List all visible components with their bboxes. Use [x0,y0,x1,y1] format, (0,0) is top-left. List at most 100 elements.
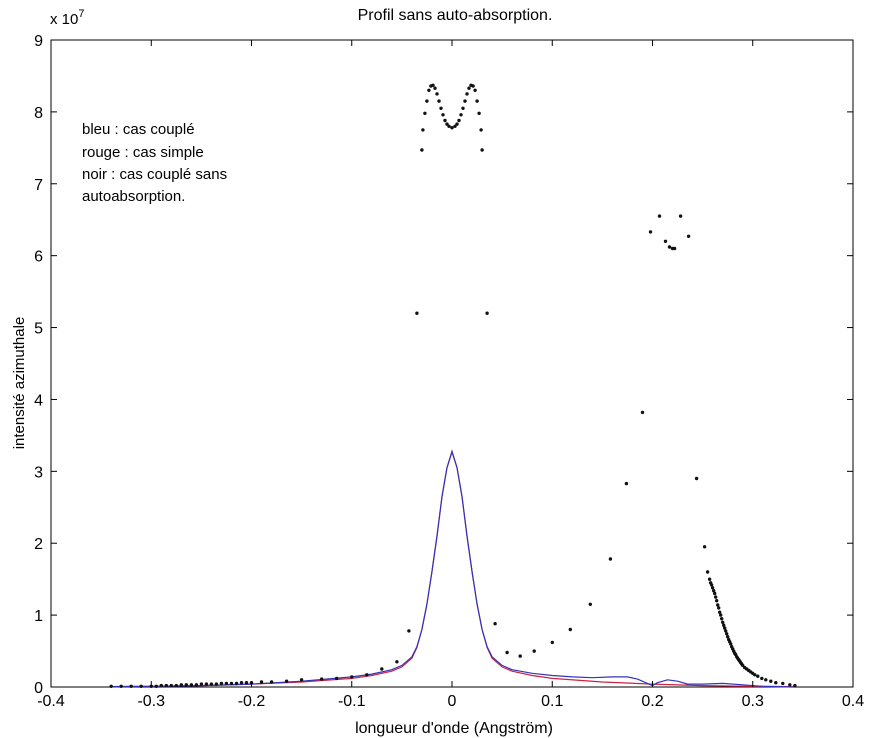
data-point [421,128,425,132]
chart-title: Profil sans auto-absorption. [358,7,553,24]
data-point [715,599,719,603]
data-point [174,683,178,688]
data-point [350,675,354,679]
data-point [184,683,188,687]
x-tick-label: -0.2 [238,693,266,710]
data-point [714,595,718,599]
data-point [479,128,483,132]
data-point [624,481,629,486]
y-tick-label: 9 [34,33,43,50]
data-point [335,676,339,681]
data-point [640,410,645,415]
data-point [726,635,730,639]
data-point [588,602,592,606]
data-point [713,591,717,596]
data-point [720,617,724,621]
data-point [214,682,219,686]
data-point [718,610,722,614]
data-point [756,674,760,678]
y-tick-label: 7 [34,177,43,194]
y-tick-label: 8 [34,105,43,122]
series-layer [109,83,797,688]
data-point [719,613,723,617]
data-point [423,111,427,116]
data-point [753,673,757,677]
data-point [219,681,224,686]
data-point [129,684,133,688]
data-point [407,629,411,633]
data-point [435,92,439,96]
data-point [608,557,613,561]
data-point [678,214,683,218]
data-point [717,606,721,610]
data-point [518,654,522,658]
legend-line-black: noir : cas couplé sans [82,166,227,183]
data-point [705,570,710,574]
legend-line-black-cont: autoabsorption. [82,188,185,205]
data-point [415,311,419,315]
data-point [774,681,778,685]
y-axis-label: intensité azimuthale [11,317,28,450]
data-point [420,148,424,152]
y-exponent-power: 7 [78,8,84,20]
data-point [725,632,729,636]
data-point [299,678,304,682]
data-point [475,99,479,103]
data-point [450,126,454,130]
data-point [723,626,727,630]
data-point [453,124,457,128]
data-point [159,683,163,688]
data-point [427,88,431,93]
data-point [194,683,199,687]
data-point [568,627,572,632]
data-point [672,246,677,251]
data-point [648,230,653,234]
y-exponent-label: x 107 [50,8,84,28]
data-point [425,99,429,103]
data-point [493,622,497,626]
x-tick-label: 0.3 [742,693,764,710]
data-point [443,118,447,123]
data-point [550,640,554,645]
data-point [119,684,123,688]
data-point [433,86,437,90]
legend: bleu : cas couplé rouge : cas simple noi… [82,121,227,205]
data-point [365,673,369,677]
data-point [380,667,384,671]
data-point [154,684,158,688]
y-tick-label: 6 [34,249,43,266]
data-point [722,623,726,627]
data-point [431,83,435,88]
y-exponent-base: x 10 [50,11,78,28]
x-tick-label: -0.3 [137,693,165,710]
data-point [709,583,714,587]
data-point [781,681,785,686]
data-point [480,148,484,152]
data-point [259,680,264,684]
series-line-blue [111,449,793,688]
data-point [716,603,720,607]
data-point [712,589,716,593]
data-point [395,660,399,664]
plot-area: -0.4 -0.3 -0.2 -0.1 0 0.1 0.2 0.3 0.4 0 1 2 3 4 5 6 7 8 9 [34,33,864,710]
axis-ticks: -0.4 -0.3 -0.2 -0.1 0 0.1 0.2 0.3 0.4 0 1 2 3 4 5 6 7 8 9 [34,33,864,710]
data-point [447,124,451,128]
x-tick-label: 0.4 [842,693,864,710]
data-point [663,239,668,243]
data-point [793,683,797,688]
data-point [473,88,477,93]
x-tick-label: 0.2 [641,693,663,710]
data-point [471,84,475,88]
data-point [769,679,773,683]
y-tick-label: 5 [34,321,43,338]
data-point [459,113,463,117]
data-point [139,684,143,688]
legend-line-red: rouge : cas simple [82,144,204,161]
data-point [467,86,471,90]
data-point [224,681,229,686]
data-point [694,476,699,481]
data-point [204,682,209,686]
data-point [199,682,204,686]
data-point [532,649,536,653]
data-point [169,683,173,688]
